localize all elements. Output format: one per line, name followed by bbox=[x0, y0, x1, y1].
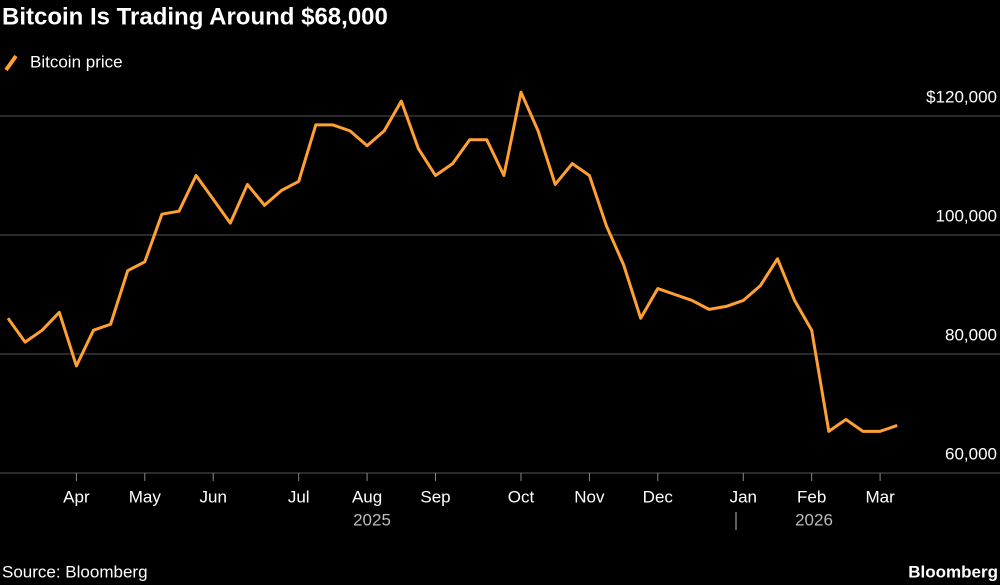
legend-swatch bbox=[4, 54, 18, 72]
chart-title: Bitcoin Is Trading Around $68,000 bbox=[2, 3, 388, 30]
x-tick-label: Nov bbox=[574, 487, 605, 506]
x-tick-label: Jul bbox=[288, 487, 310, 506]
y-tick-label: $120,000 bbox=[926, 87, 997, 106]
x-tick-label: Dec bbox=[643, 487, 674, 506]
x-tick-label: Mar bbox=[865, 487, 895, 506]
source: Source: Bloomberg bbox=[2, 562, 148, 581]
x-tick-label: Feb bbox=[797, 487, 826, 506]
y-tick-label: 100,000 bbox=[936, 206, 997, 225]
price-line bbox=[6, 90, 898, 433]
y-tick-label: 60,000 bbox=[945, 444, 997, 463]
x-tick-label: Apr bbox=[63, 487, 90, 506]
legend-label: Bitcoin price bbox=[30, 52, 123, 71]
year-label: 2026 bbox=[795, 510, 833, 529]
brand: Bloomberg bbox=[908, 562, 998, 581]
x-tick-label: Sep bbox=[420, 487, 450, 506]
x-tick-label: May bbox=[129, 487, 162, 506]
x-tick-label: Jun bbox=[199, 487, 226, 506]
x-tick-label: Oct bbox=[508, 487, 535, 506]
x-tick-label: Aug bbox=[352, 487, 382, 506]
x-tick-label: Jan bbox=[730, 487, 757, 506]
year-label: 2025 bbox=[353, 510, 391, 529]
y-tick-label: 80,000 bbox=[945, 325, 997, 344]
